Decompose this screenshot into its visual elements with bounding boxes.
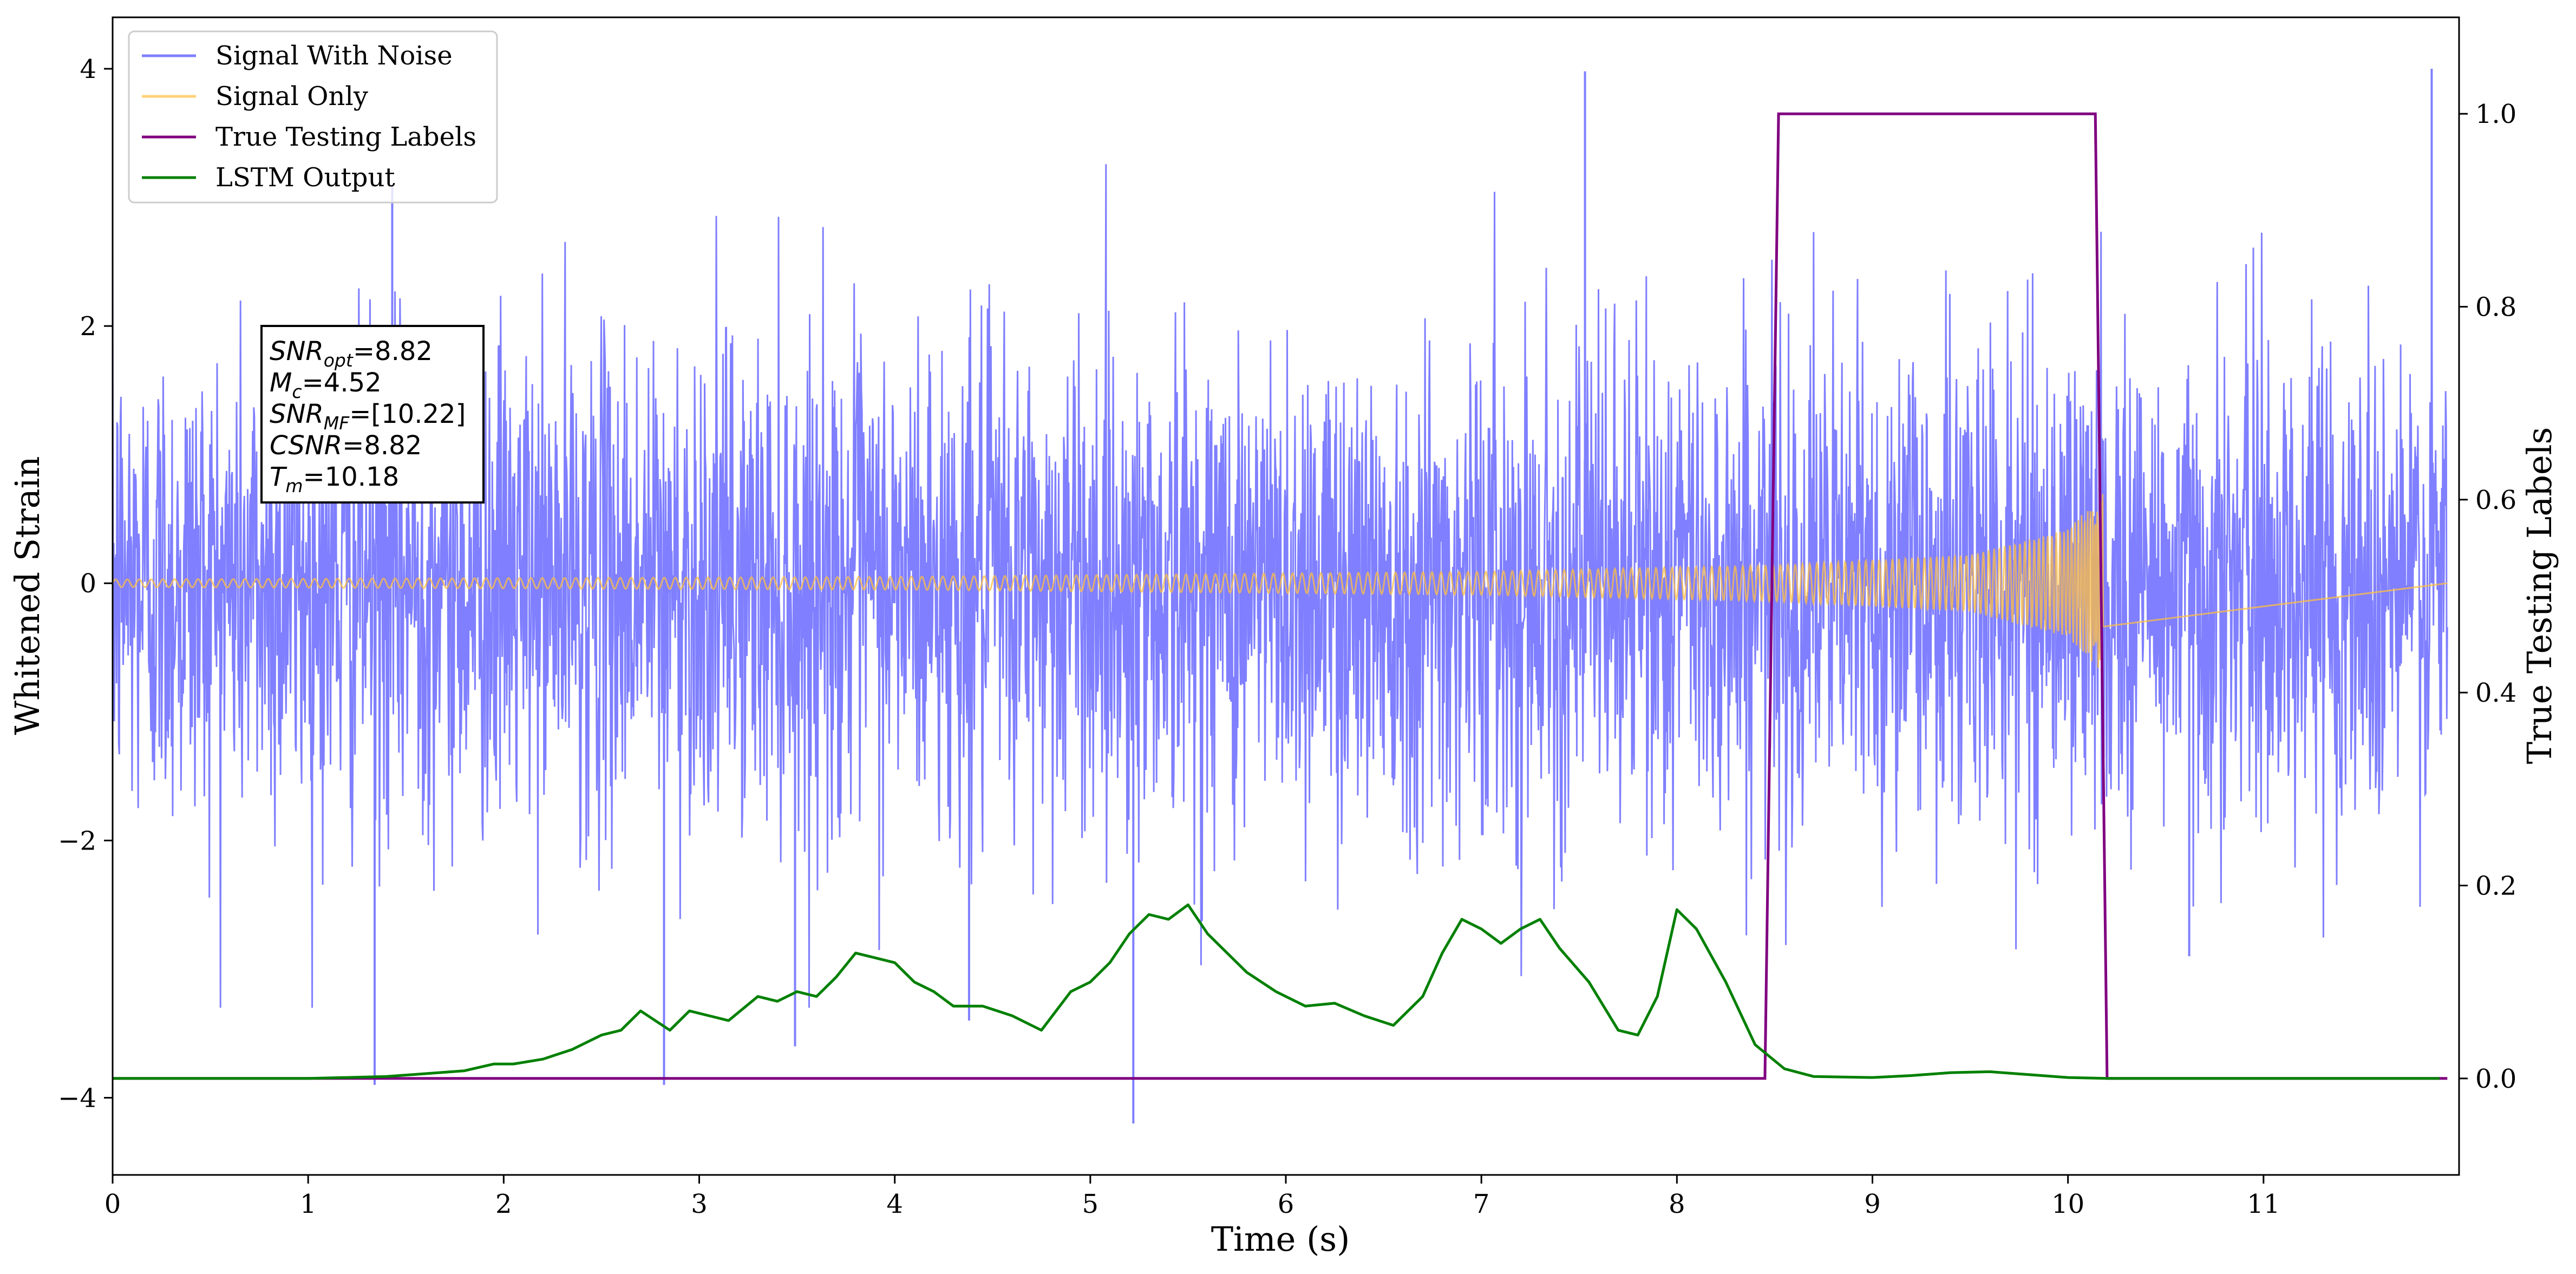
- y-right-tick-label-3: 0.6: [2475, 485, 2516, 515]
- legend-label-lstm-output: LSTM Output: [215, 162, 395, 193]
- y-left-tick-label-0: −4: [58, 1083, 96, 1113]
- y-axis-title-right: True Testing Labels: [2520, 427, 2559, 765]
- x-tick-label-2: 2: [495, 1189, 512, 1219]
- y-left-tick-label-1: −2: [58, 826, 96, 856]
- y-right-tick-label-4: 0.8: [2475, 292, 2516, 323]
- annotation-tm: Tm=10.18: [270, 462, 399, 496]
- annotation-mc: Mc=4.52: [270, 368, 382, 402]
- annotation-snr-opt: SNRopt=8.82: [270, 336, 433, 371]
- lstm-output-line: [113, 903, 2440, 1080]
- x-tick-label-7: 7: [1473, 1189, 1490, 1219]
- y-left-tick-label-4: 4: [80, 54, 96, 84]
- legend-label-signal-with-noise: Signal With Noise: [215, 41, 453, 71]
- legend: Signal With Noise Signal Only True Testi…: [128, 30, 498, 204]
- annotation-csnr: CSNR=8.82: [270, 430, 422, 461]
- y-right-tick-label-5: 1.0: [2475, 99, 2516, 129]
- x-tick-label-11: 11: [2247, 1189, 2280, 1219]
- x-tick-label-6: 6: [1278, 1189, 1294, 1219]
- legend-label-signal-only: Signal Only: [215, 81, 368, 112]
- y-right-tick-label-1: 0.2: [2475, 871, 2516, 901]
- annotation-snr-mf: SNRMF=[10.22]: [270, 399, 466, 434]
- y-right-tick-label-2: 0.4: [2475, 678, 2516, 708]
- x-tick-label-4: 4: [886, 1189, 903, 1219]
- y-left-tick-label-2: 0: [80, 569, 96, 599]
- y-left-tick-label-3: 2: [80, 311, 96, 342]
- x-axis-title: Time (s): [1211, 1219, 1350, 1259]
- x-tick-label-8: 8: [1669, 1189, 1685, 1219]
- y-right-tick-label-0: 0.0: [2475, 1064, 2516, 1094]
- x-tick-label-3: 3: [691, 1189, 708, 1219]
- x-tick-label-9: 9: [1864, 1189, 1881, 1219]
- y-axis-title-left: Whitened Strain: [8, 456, 47, 735]
- axes: 0 1 2 3 4 5 6 7 8 9 10 11 −4 −2 0 2 4 0.0 0.2 0.4 0.6 0.8 1.0: [58, 54, 2516, 1219]
- x-tick-label-1: 1: [300, 1189, 317, 1219]
- series-lstm-output: [113, 903, 2440, 1080]
- legend-box: [128, 30, 498, 204]
- x-tick-label-10: 10: [2051, 1189, 2084, 1219]
- metrics-annotation-box: [260, 325, 485, 504]
- x-tick-label-5: 5: [1082, 1189, 1099, 1219]
- legend-label-true-testing-labels: True Testing Labels: [215, 122, 476, 152]
- x-tick-label-0: 0: [104, 1189, 121, 1219]
- signal-with-noise-line: [113, 164, 2448, 1008]
- metrics-annotation: SNRopt=8.82 Mc=4.52 SNRMF=[10.22] CSNR=8…: [260, 325, 485, 504]
